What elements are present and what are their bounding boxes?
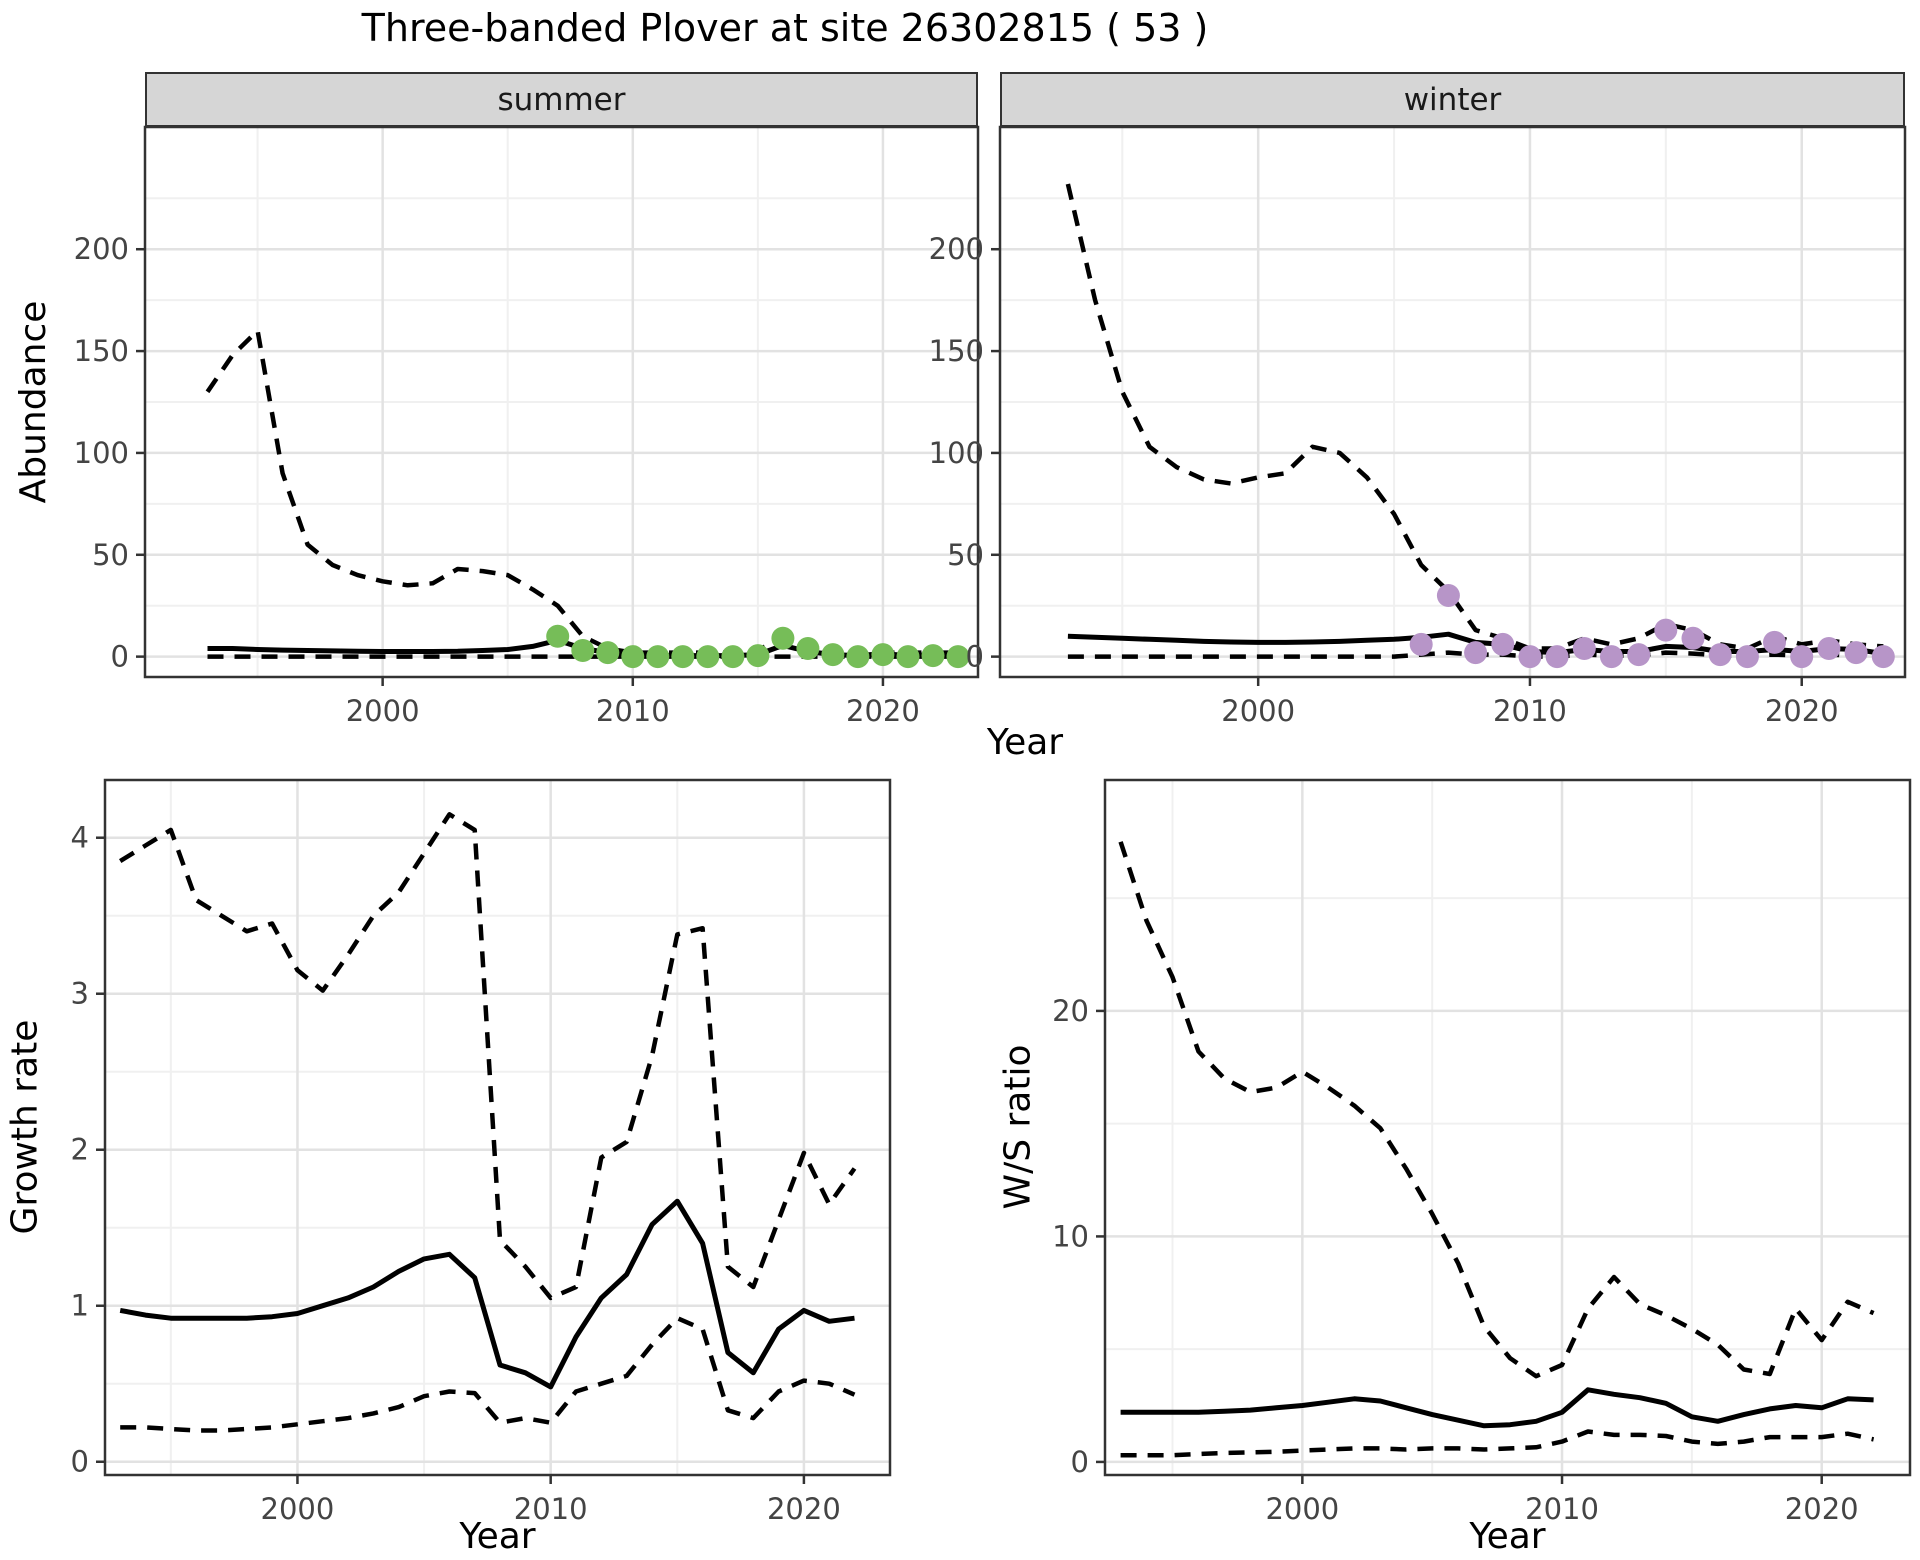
data-point: [646, 645, 670, 669]
data-point: [671, 645, 695, 669]
data-point: [921, 644, 945, 668]
data-point: [1763, 630, 1786, 654]
lower_ci-line: [1120, 1429, 1875, 1458]
y-tick-label: 100: [929, 436, 984, 470]
y-tick-label: 0: [71, 1445, 89, 1479]
x-tick-label: 2010: [1525, 1492, 1599, 1526]
upper_ci-line: [1118, 841, 1875, 1379]
facet-label-winter: winter: [1403, 81, 1502, 118]
data-point: [1627, 643, 1651, 667]
y-tick-label: 100: [74, 436, 129, 470]
data-point: [771, 626, 795, 650]
x-tick-label: 2000: [1221, 694, 1295, 728]
upper_ci-line: [119, 812, 857, 1301]
x-tick-label: 2010: [514, 1492, 588, 1526]
data-point: [1518, 645, 1542, 669]
data-point: [796, 637, 820, 660]
facet-label-summer: summer: [497, 81, 626, 118]
ws-ratio-panel-bg: [1105, 780, 1910, 1475]
facet-strip-summer: summer: [145, 72, 978, 127]
y-tick-label: 50: [92, 538, 129, 572]
data-point: [1844, 641, 1868, 665]
y-tick-label: 150: [929, 334, 984, 368]
y-tick-label: 200: [74, 232, 129, 266]
data-point: [1817, 637, 1841, 660]
growth-rate-panel-border: [103, 778, 892, 1477]
data-point: [821, 643, 845, 667]
y-tick-label: 150: [74, 334, 129, 368]
y-tick-label: 50: [947, 538, 984, 572]
data-point: [1681, 626, 1705, 650]
mean-line: [1120, 1387, 1874, 1429]
y-tick-label: 200: [929, 232, 984, 266]
data-point: [621, 645, 645, 669]
data-point: [871, 643, 895, 667]
y-tick-label: 0: [1071, 1445, 1089, 1479]
x-tick-label: 2000: [1265, 1492, 1339, 1526]
data-point: [1572, 637, 1596, 660]
ws-ratio-panel-border: [1103, 778, 1912, 1477]
y-tick-label: 20: [1052, 994, 1089, 1028]
x-tick-label: 2000: [261, 1492, 335, 1526]
x-axis-title-year-growth: Year: [459, 1516, 536, 1557]
data-point: [1491, 632, 1515, 656]
data-point: [1600, 645, 1623, 669]
y-tick-label: 10: [1052, 1219, 1089, 1253]
x-tick-label: 2020: [767, 1492, 841, 1526]
x-axis-title-year-ws: Year: [1469, 1516, 1546, 1557]
data-point: [1735, 645, 1759, 669]
data-point: [546, 624, 570, 648]
data-point: [1871, 645, 1895, 669]
growth-rate-panel-bg: [105, 780, 890, 1475]
data-point: [571, 639, 595, 662]
x-tick-label: 2020: [1785, 1492, 1859, 1526]
facet-strip-winter: winter: [1000, 72, 1905, 127]
data-point: [1708, 643, 1732, 667]
x-tick-label: 2020: [846, 694, 920, 728]
data-point: [1545, 645, 1569, 669]
x-tick-label: 2010: [596, 694, 670, 728]
data-point: [1409, 632, 1433, 656]
x-tick-label: 2000: [346, 694, 420, 728]
plot-title: Three-banded Plover at site 26302815 ( 5…: [361, 6, 1209, 50]
y-tick-label: 4: [71, 821, 89, 855]
y-tick-label: 1: [71, 1289, 89, 1323]
data-point: [1436, 584, 1460, 607]
data-point: [596, 641, 620, 665]
abundance-winter-panel-border: [998, 125, 1907, 679]
data-point: [721, 645, 745, 669]
x-tick-label: 2010: [1493, 694, 1567, 728]
y-tick-label: 2: [71, 1133, 89, 1167]
y-tick-label: 0: [111, 640, 129, 674]
y-tick-label: 0: [966, 640, 984, 674]
data-point: [1654, 618, 1678, 642]
data-point: [1464, 641, 1488, 665]
abundance-summer-panel-border: [143, 125, 980, 679]
x-axis-title-year-top: Year: [986, 722, 1064, 763]
data-point: [746, 644, 770, 668]
mean-line: [119, 1198, 855, 1390]
data-point: [696, 645, 720, 669]
data-point: [1790, 645, 1814, 669]
data-point: [896, 645, 920, 669]
data-point: [846, 645, 870, 669]
y-tick-label: 3: [71, 977, 89, 1011]
lower_ci-line: [120, 1315, 856, 1433]
x-tick-label: 2020: [1765, 694, 1839, 728]
data-point: [946, 645, 970, 669]
